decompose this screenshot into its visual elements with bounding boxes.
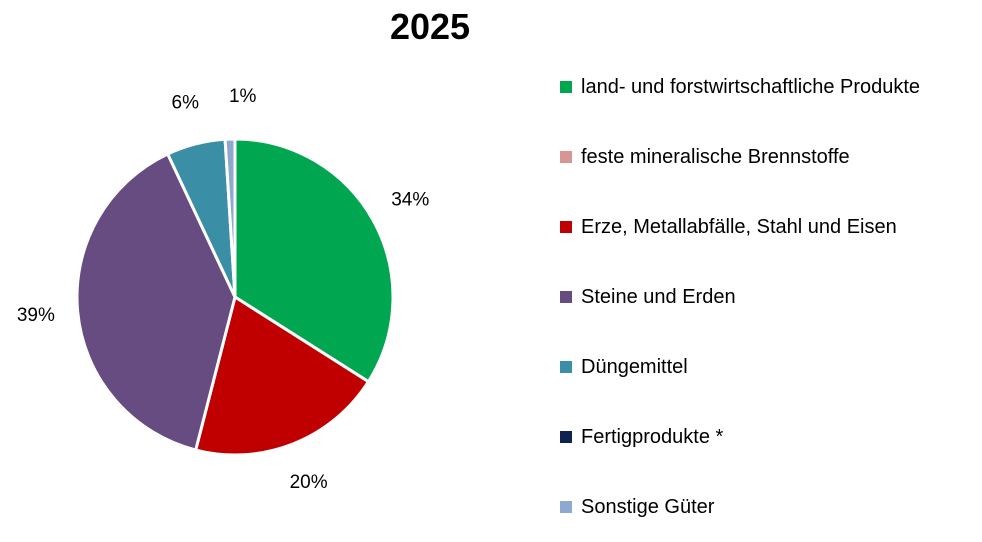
- pie-slice-sonstige-g-ter: [223, 137, 237, 299]
- legend-item-fertigprodukte: Fertigprodukte *: [560, 402, 920, 472]
- legend-swatch: [560, 221, 572, 233]
- legend-swatch: [560, 361, 572, 373]
- legend-swatch: [560, 151, 572, 163]
- legend-label: Fertigprodukte *: [581, 425, 724, 448]
- legend-label: land- und forstwirtschaftliche Produkte: [581, 75, 921, 98]
- legend-label: Erze, Metallabfälle, Stahl und Eisen: [581, 215, 897, 238]
- pie-slices: [75, 137, 395, 457]
- data-label-steine-und-erden: 39%: [17, 305, 55, 326]
- data-label-erze-metallabf-lle-stahl-und-eisen: 20%: [290, 472, 328, 493]
- legend-swatch: [560, 81, 572, 93]
- legend-item-feste-mineralische-brennstoffe: feste mineralische Brennstoffe: [560, 122, 920, 192]
- legend-item-steine-und-erden: Steine und Erden: [560, 262, 920, 332]
- legend-swatch: [560, 431, 572, 443]
- data-label-sonstige-g-ter: 1%: [229, 86, 257, 107]
- legend: land- und forstwirtschaftliche Produkte f…: [560, 52, 920, 542]
- legend-swatch: [560, 501, 572, 513]
- legend-label: Sonstige Güter: [581, 495, 715, 518]
- legend-label: Steine und Erden: [581, 285, 736, 308]
- data-label-d-ngemittel: 6%: [172, 92, 200, 113]
- pie-labels: 34% 20% 39% 6% 1%: [17, 86, 430, 493]
- legend-label: Düngemittel: [581, 355, 688, 378]
- legend-swatch: [560, 291, 572, 303]
- legend-item-land-und-forstwirtschaftliche-produkte: land- und forstwirtschaftliche Produkte: [560, 52, 920, 122]
- chart-title: 2025: [389, 6, 471, 47]
- legend-item-sonstige-g-ter: Sonstige Güter: [560, 472, 920, 542]
- legend-item-d-ngemittel: Düngemittel: [560, 332, 920, 402]
- legend-label: feste mineralische Brennstoffe: [581, 145, 850, 168]
- pie-slice-steine-und-erden: [75, 152, 237, 452]
- data-label-land-und-forstwirtschaftliche-produkte: 34%: [391, 190, 429, 211]
- pie-slice-erze-metallabf-lle-stahl-und-eisen: [194, 295, 370, 457]
- pie-chart: 34% 20% 39% 6% 1%: [17, 86, 430, 493]
- legend-item-erze-metallabf-lle-stahl-und-eisen: Erze, Metallabfälle, Stahl und Eisen: [560, 192, 920, 262]
